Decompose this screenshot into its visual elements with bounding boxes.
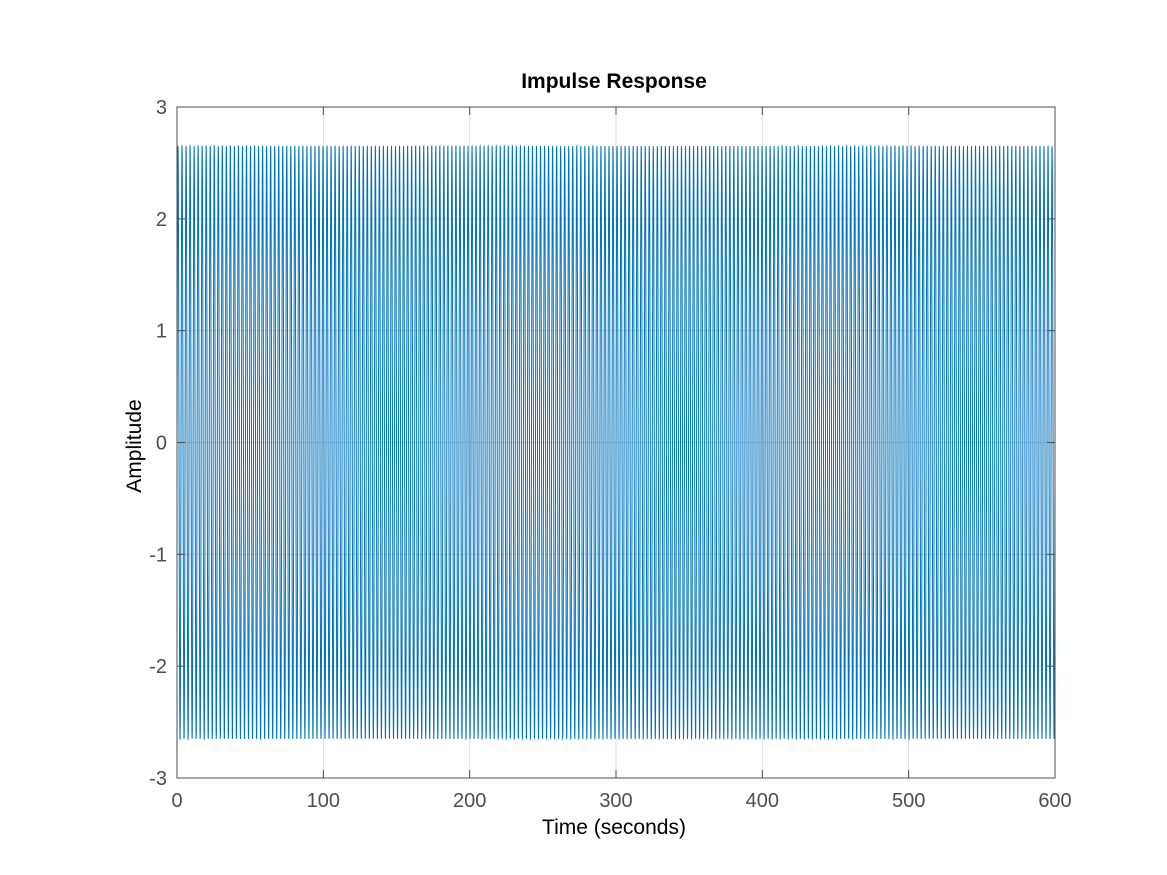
chart-title: Impulse Response <box>521 70 707 93</box>
x-tick-label: 100 <box>307 790 340 812</box>
axis-ticks: 0 100 200 300 400 500 600 -3 -2 -1 0 1 2 3 <box>149 97 1071 812</box>
x-tick-label: 500 <box>892 790 925 812</box>
x-tick-label: 300 <box>599 790 632 812</box>
y-tick-label: 3 <box>156 97 167 119</box>
impulse-response-line <box>176 144 1056 741</box>
x-tick-label: 600 <box>1038 790 1071 812</box>
y-tick-label: 2 <box>156 209 167 231</box>
series-layer <box>176 144 1056 741</box>
x-tick-label: 200 <box>453 790 486 812</box>
x-axis-label: Time (seconds) <box>542 816 686 839</box>
y-tick-label: -3 <box>149 768 167 790</box>
y-tick-label: 0 <box>156 433 167 455</box>
y-tick-label: -1 <box>149 544 167 566</box>
x-tick-label: 0 <box>171 790 182 812</box>
y-tick-label: -2 <box>149 656 167 678</box>
x-tick-label: 400 <box>746 790 779 812</box>
y-tick-label: 1 <box>156 321 167 343</box>
y-axis-label: Amplitude <box>123 399 146 492</box>
